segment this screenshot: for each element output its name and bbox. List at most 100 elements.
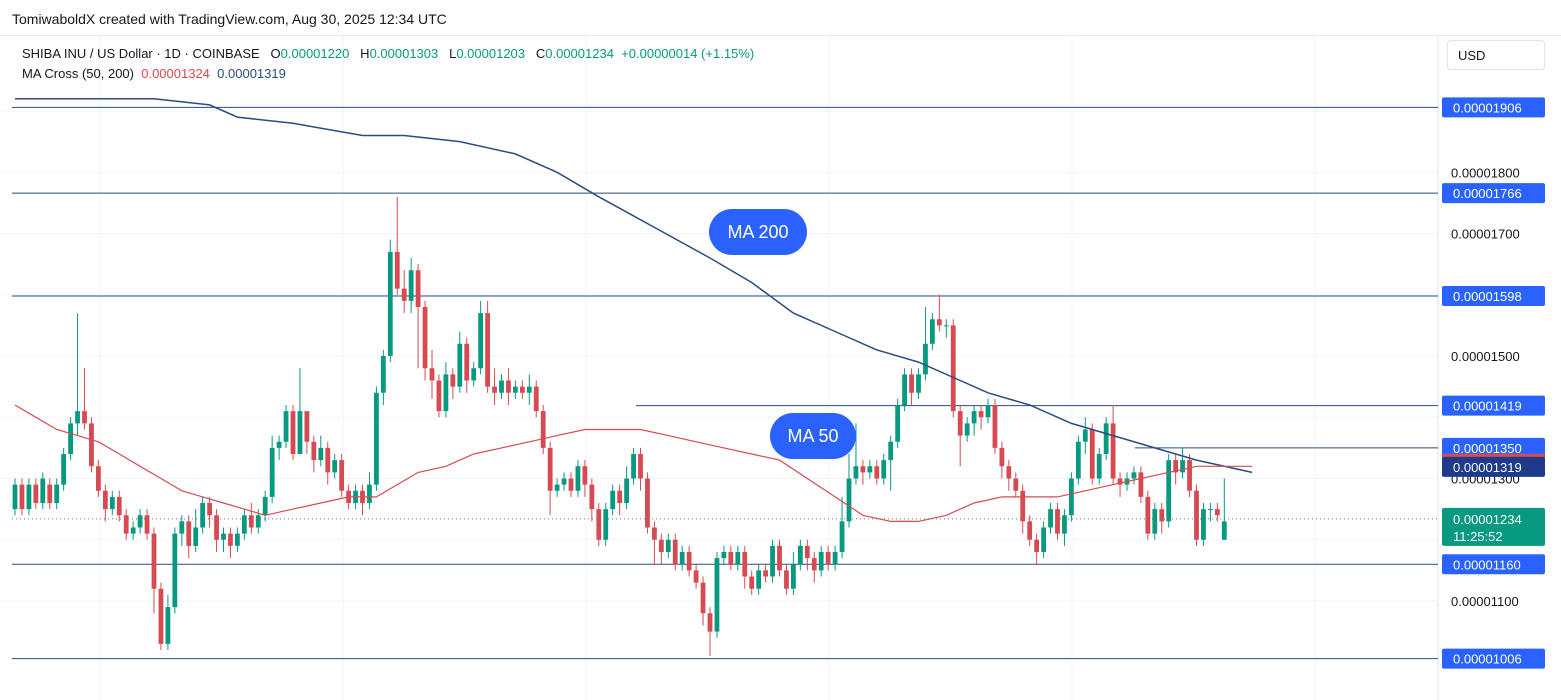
candle [763,564,768,583]
candle [603,503,609,546]
countdown-text: 11:25:52 [1453,529,1503,544]
candle [1069,472,1074,522]
candle-body [478,313,484,369]
candle-body [429,368,435,381]
candle-body [1180,460,1185,473]
candle-body [1013,478,1019,491]
candle [554,478,560,497]
candle [401,270,407,314]
candle [151,527,157,614]
candle-body [645,478,650,528]
candle [895,398,901,448]
candle [589,478,595,522]
level-label-6-text: 0.00001006 [1453,652,1522,667]
high-label: H [360,46,370,61]
candle-body [568,478,574,491]
candle [360,484,365,516]
candle-body [874,466,880,479]
candle [902,368,907,412]
candle [839,496,845,559]
candle-body [325,447,331,473]
candle [652,521,657,565]
candle-body [686,552,692,571]
candle [12,478,18,516]
low-label: L [449,46,457,61]
candle [1096,447,1102,485]
candle [686,545,692,577]
candle [672,533,678,571]
symbol-label[interactable]: SHIBA INU / US Dollar · 1D · COINBASE [22,46,260,61]
candle-body [846,478,852,522]
candle [874,460,880,485]
candle-body [547,447,553,491]
chart-area[interactable]: 0.00001100 0.00001300 0.00001500 0.00001700… [0,36,1561,700]
candle-body [714,558,720,632]
candle-body [1096,454,1102,479]
candle-body [672,539,678,565]
candle [367,472,372,510]
candle-body [923,343,928,375]
candle [478,300,484,375]
candle [1075,435,1081,485]
candle [804,539,810,571]
open-value: 0.00001220 [280,46,350,61]
currency-selector[interactable]: USD [1447,40,1545,70]
candle [721,545,727,565]
candle-body [297,411,303,454]
candle-body [19,484,25,510]
candle [735,545,741,571]
candle-body [1173,460,1179,473]
candle [749,570,755,595]
candle [269,435,275,503]
indicator-label[interactable]: MA Cross (50, 200) [22,66,134,81]
candle-body [374,392,379,485]
candle-body [408,270,414,301]
candle-body [68,423,73,454]
candle [1159,503,1165,534]
level-label-5-text: 0.00001160 [1453,557,1521,572]
candle [499,374,504,399]
candle [1013,472,1019,497]
candle-body [770,545,775,577]
candle [978,405,984,430]
candle [325,441,331,485]
candle [1173,454,1179,485]
candle-body [513,386,518,393]
attribution-text: TomiwaboldX created with TradingView.com… [12,11,447,27]
candle-body [797,545,803,565]
candle-body [818,552,824,571]
candle-body [172,533,178,608]
candle-body [506,380,511,393]
candle [304,411,310,454]
candle-body [75,411,80,424]
candle [610,484,616,516]
candle [693,564,699,589]
candle [429,349,435,399]
candle [1048,503,1053,534]
y-tick-label: 0.00001700 [1451,227,1520,242]
change-value: +0.00000014 (+1.15%) [621,46,755,61]
candle [818,545,824,577]
candle-body [589,484,595,510]
candle-body [304,411,310,442]
candle-body [415,270,421,307]
candle-body [603,509,609,540]
candle-body [936,319,942,326]
candle-body [1048,509,1053,528]
candle [679,545,685,571]
candle-body [116,496,122,516]
candle [1055,503,1060,540]
candle-body [596,509,602,540]
candle-body [707,613,713,632]
candle-body [888,441,894,461]
candle [860,460,866,485]
candle [770,539,775,583]
price-chart[interactable]: 0.000011000.000013000.000015000.00001700… [0,36,1561,700]
candle-body [631,454,636,479]
candle-body [12,484,18,510]
candle [777,539,782,577]
candle-body [839,521,845,552]
candle-body [1166,460,1172,522]
candle [923,307,928,381]
candle [950,319,956,418]
